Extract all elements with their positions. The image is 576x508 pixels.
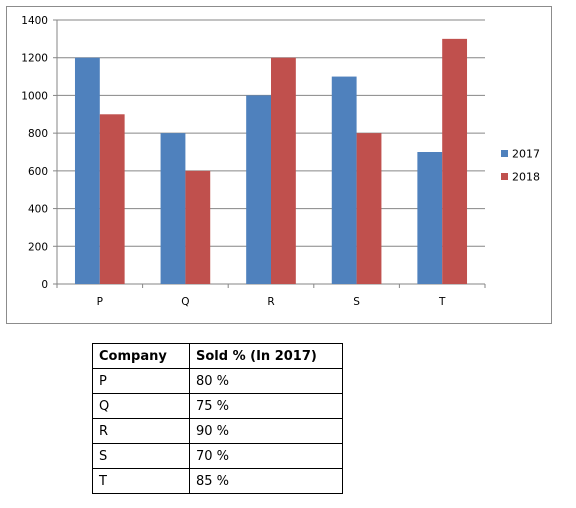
table-row: T 85 %	[92, 468, 343, 494]
y-tick-label: 1200	[21, 53, 48, 65]
table-row: R 90 %	[92, 418, 343, 444]
chart-frame: 0 200 400 600 800 1000 1200 1400 P Q R S T 2017 2018	[6, 6, 552, 324]
x-tick-label: S	[353, 296, 360, 308]
table-cell-company: P	[92, 368, 190, 394]
legend-label-2017: 2017	[512, 148, 540, 161]
bar-2017-Q	[160, 133, 186, 284]
y-tick-label: 0	[41, 279, 48, 291]
bar-2017-S	[331, 76, 357, 284]
table-cell-company: Q	[92, 393, 190, 419]
table-cell-company: S	[92, 443, 190, 469]
y-tick-label: 600	[28, 166, 48, 178]
y-tick-label: 400	[28, 204, 48, 216]
sold-percent-table: Company Sold % (In 2017) P 80 % Q 75 % R…	[92, 343, 343, 494]
bar-2018-P	[99, 114, 125, 285]
table-cell-company: T	[92, 468, 190, 494]
bar-chart: 0 200 400 600 800 1000 1200 1400 P Q R S T 2017 2018	[21, 15, 540, 308]
y-tick-label: 200	[28, 241, 48, 253]
bar-2018-Q	[185, 170, 211, 284]
table-header-sold: Sold % (In 2017)	[189, 343, 343, 369]
legend-swatch-2017	[501, 150, 508, 157]
x-tick-label: P	[97, 296, 103, 308]
x-tick-label: R	[267, 296, 274, 308]
table-cell-sold: 80 %	[189, 368, 343, 394]
x-tick-label: Q	[181, 296, 189, 308]
y-tick-label: 1000	[21, 90, 48, 102]
table-row: P 80 %	[92, 368, 343, 394]
table-header-company: Company	[92, 343, 190, 369]
bar-2017-P	[74, 57, 100, 284]
bar-2018-T	[442, 38, 468, 284]
legend-swatch-2018	[501, 173, 508, 180]
table-header-row: Company Sold % (In 2017)	[92, 343, 343, 369]
table-row: Q 75 %	[92, 393, 343, 419]
bar-2018-S	[356, 133, 382, 284]
table-cell-sold: 85 %	[189, 468, 343, 494]
table-cell-sold: 70 %	[189, 443, 343, 469]
bar-2017-T	[417, 152, 443, 284]
x-tick-label: T	[438, 296, 446, 308]
table-cell-sold: 75 %	[189, 393, 343, 419]
table-cell-sold: 90 %	[189, 418, 343, 444]
y-tick-label: 1400	[21, 15, 48, 27]
table-cell-company: R	[92, 418, 190, 444]
y-tick-label: 800	[28, 128, 48, 140]
bar-2018-R	[271, 57, 296, 284]
legend-label-2018: 2018	[512, 171, 540, 184]
bar-2017-R	[246, 95, 271, 284]
table-row: S 70 %	[92, 443, 343, 469]
